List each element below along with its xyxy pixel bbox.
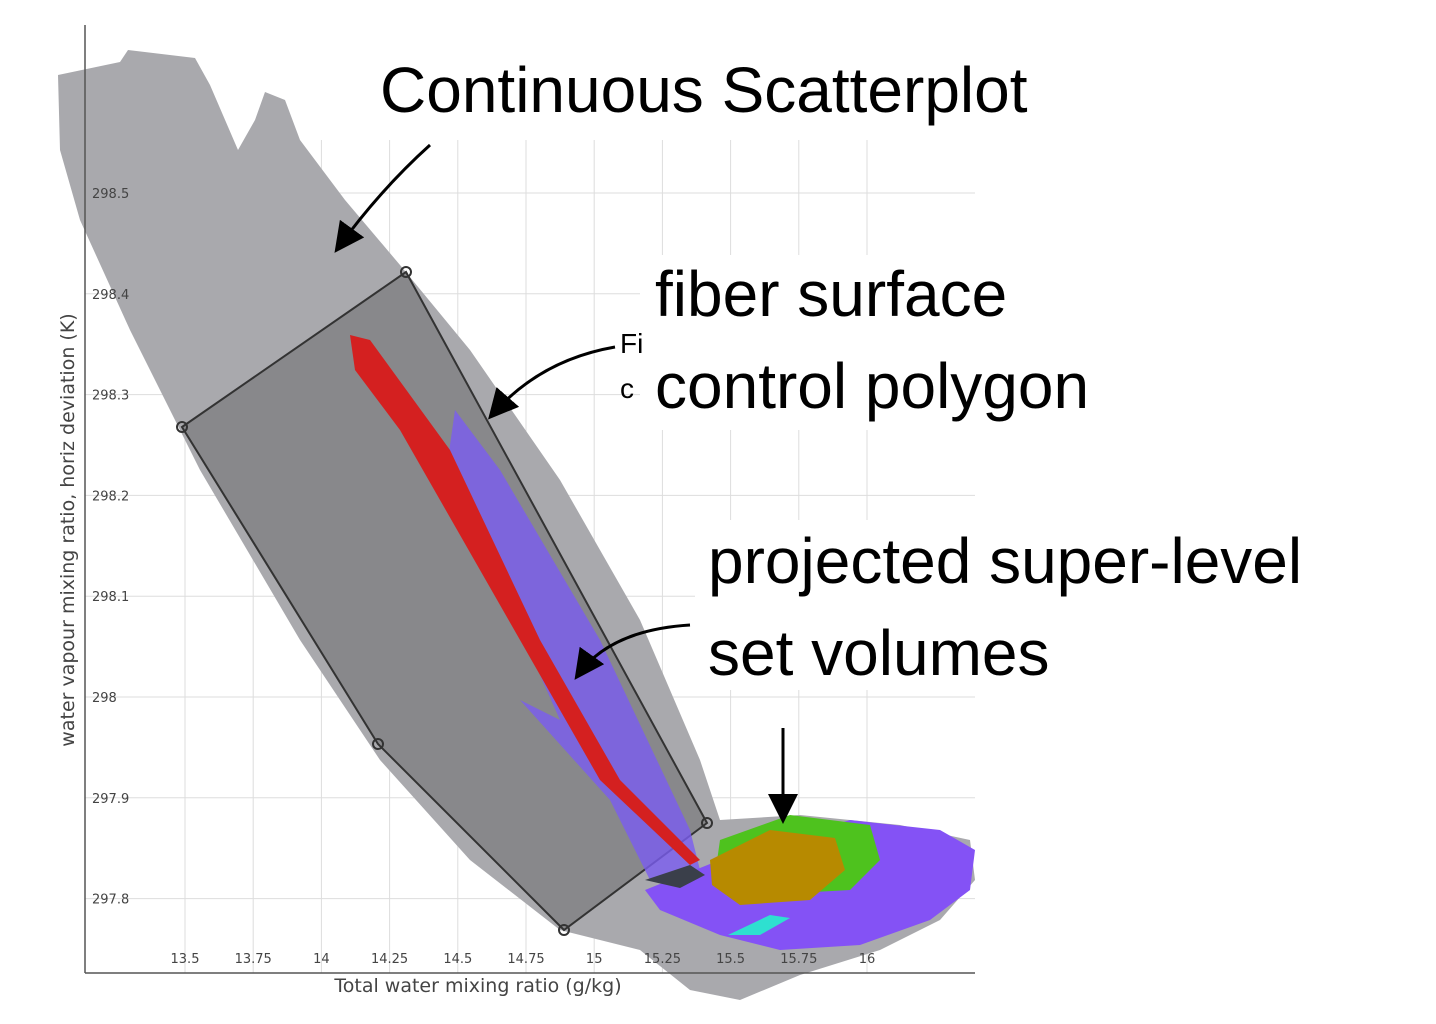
x-tick-label: 14.5 (443, 952, 472, 967)
y-tick-label: 298.1 (92, 590, 129, 605)
x-tick-label: 13.5 (171, 952, 200, 967)
volume-purple (445, 410, 700, 880)
x-tick-label: 15.75 (780, 952, 817, 967)
annotation: set volumes (708, 617, 1049, 689)
annotation: fiber surface (655, 258, 1007, 330)
y-tick-label: 297.9 (92, 792, 129, 807)
y-tick-label: 298 (92, 691, 117, 706)
x-tick-label: 16 (859, 952, 876, 967)
y-tick-label: 298.3 (92, 389, 129, 404)
volume-red (350, 335, 700, 865)
x-tick-label: 15 (586, 952, 603, 967)
volume-cyan (728, 915, 790, 935)
arrows (334, 143, 798, 824)
x-tick-label: 13.75 (235, 952, 272, 967)
x-tick-label: 14 (313, 952, 330, 967)
annotation: projected super-level (708, 525, 1302, 597)
ticks: 13.5 13.75 14 14.25 14.5 14.75 15 15.25 15.5 15.7… (92, 187, 875, 967)
y-tick-label: 298.5 (92, 187, 129, 202)
x-tick-label: 14.75 (507, 952, 544, 967)
volume-dark (645, 865, 705, 888)
y-tick-label: 297.8 (92, 893, 129, 908)
control-points (176, 266, 713, 936)
note-bg (640, 255, 1200, 430)
annotation: Continuous Scatterplot (380, 54, 1028, 126)
note-bg (695, 520, 1436, 690)
x-axis-label: Total water mixing ratio (g/kg) (333, 975, 621, 997)
x-tick-label: 15.25 (644, 952, 681, 967)
x-tick-label: 14.25 (371, 952, 408, 967)
hidden-label: Fi (620, 328, 643, 359)
y-axis-label: water vapour mixing ratio, horiz deviati… (57, 313, 79, 746)
y-tick-label: 298.2 (92, 489, 129, 504)
x-tick-label: 15.5 (716, 952, 745, 967)
hidden-label: c (620, 373, 634, 404)
volume-orange (710, 830, 845, 905)
control-polygon (180, 270, 709, 932)
y-tick-label: 298.4 (92, 288, 129, 303)
annotation: control polygon (655, 350, 1089, 422)
